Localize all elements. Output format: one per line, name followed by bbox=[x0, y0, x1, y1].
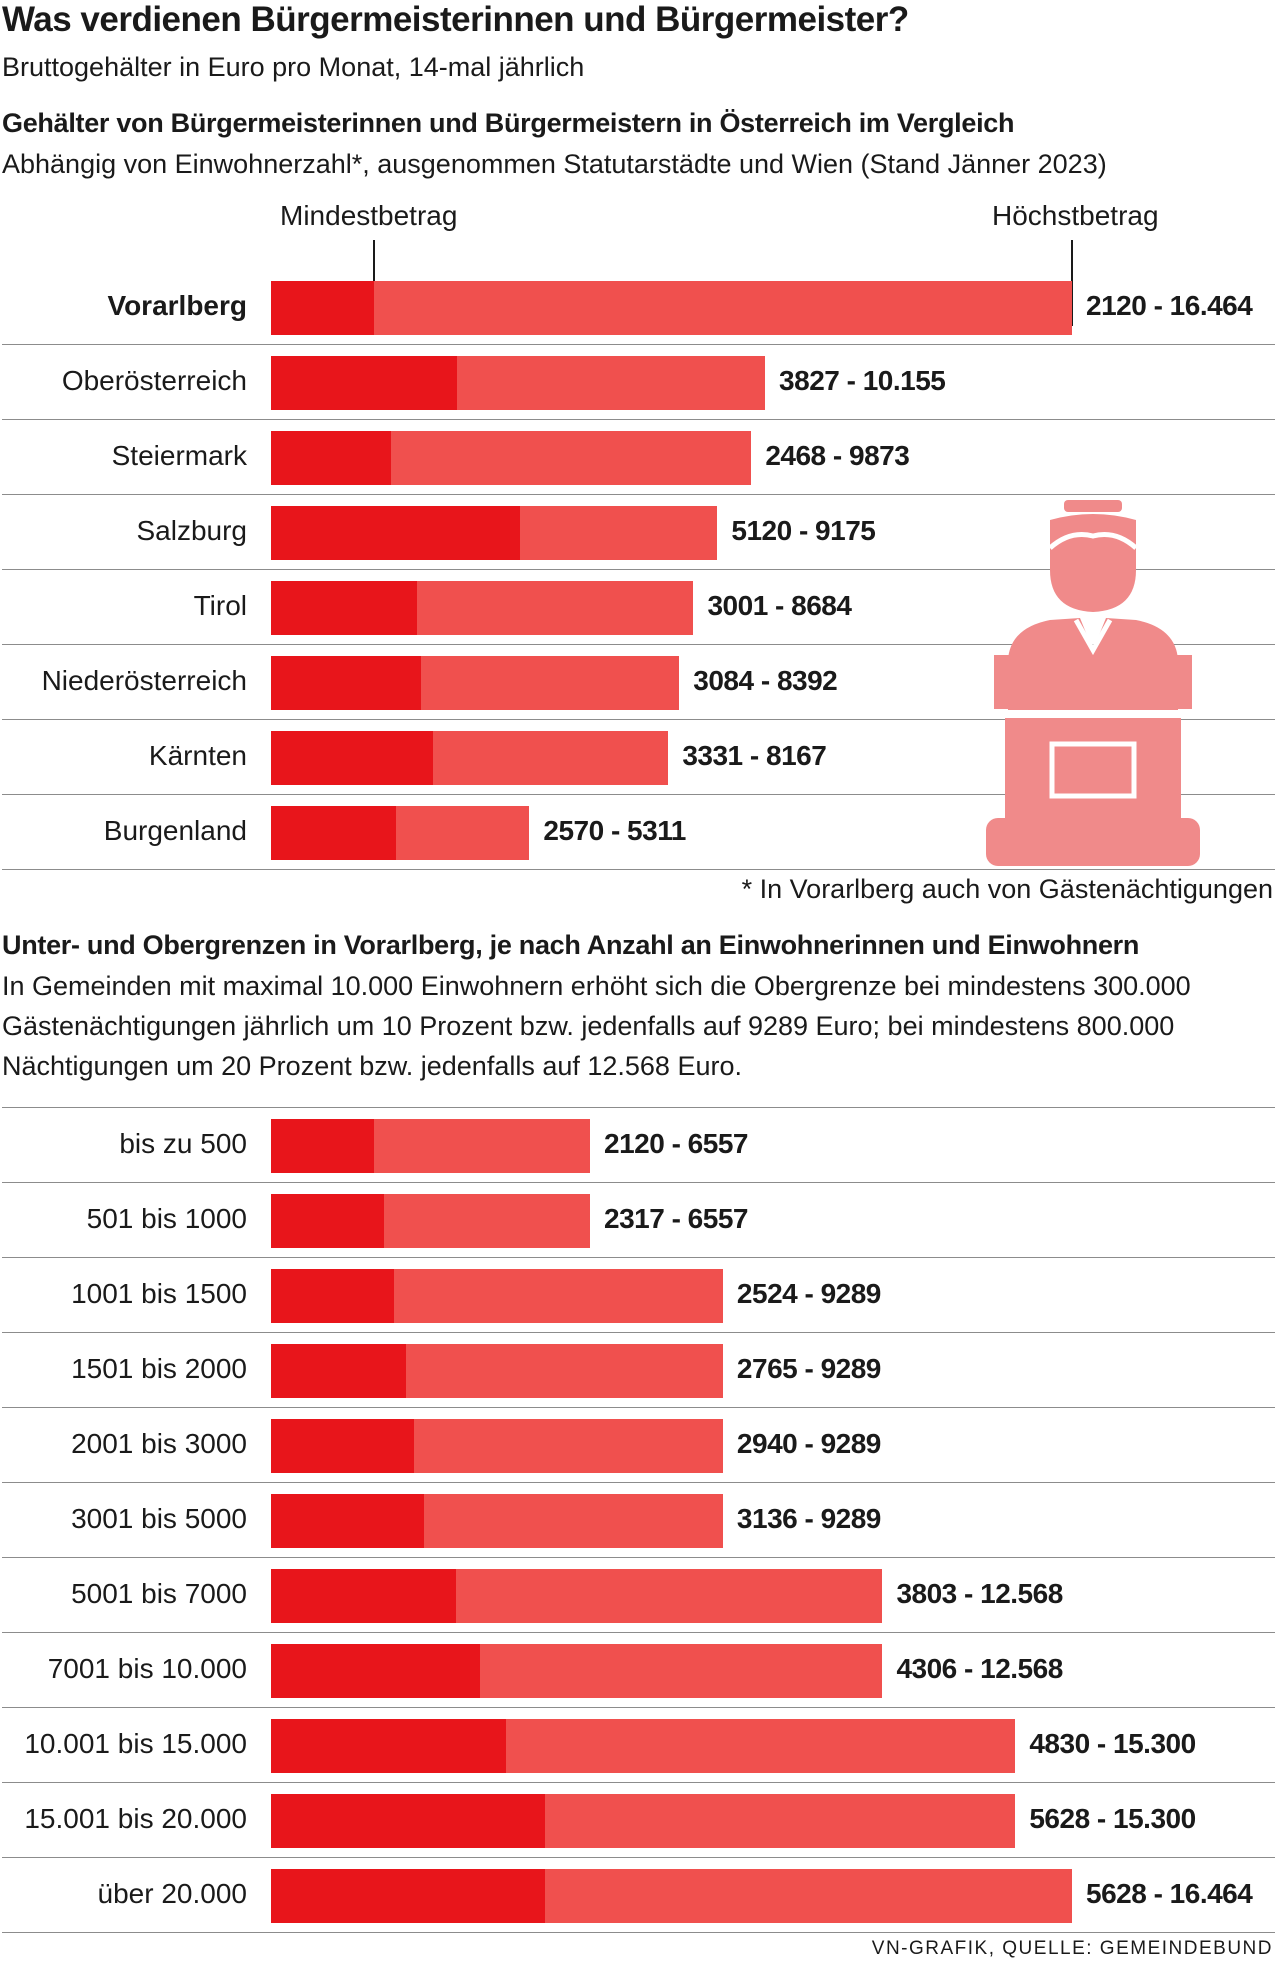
row-separator bbox=[2, 1557, 1275, 1558]
bar-mindestbetrag bbox=[271, 430, 392, 485]
row-separator bbox=[2, 1482, 1275, 1483]
row-separator bbox=[2, 1257, 1275, 1258]
value-label: 4306 - 12.568 bbox=[896, 1652, 1063, 1684]
row-separator bbox=[2, 419, 1275, 420]
row-separator bbox=[2, 494, 1275, 495]
value-label: 3331 - 8167 bbox=[682, 739, 827, 771]
value-label: 5628 - 16.464 bbox=[1086, 1877, 1253, 1909]
legend-hoechstbetrag: Höchstbetrag bbox=[992, 200, 1159, 231]
category-label: Kärnten bbox=[148, 739, 247, 771]
source-credit: VN-GRAFIK, QUELLE: GEMEINDEBUND bbox=[871, 1938, 1273, 1959]
row-separator bbox=[2, 644, 1275, 645]
category-label: 15.001 bis 20.000 bbox=[24, 1802, 247, 1834]
value-label: 3827 - 10.155 bbox=[779, 364, 946, 396]
bar-mindestbetrag bbox=[271, 580, 417, 635]
value-label: 2317 - 6557 bbox=[604, 1202, 748, 1234]
category-label: 5001 bis 7000 bbox=[71, 1577, 247, 1609]
chart2-title: Unter- und Obergrenzen in Vorarlberg, je… bbox=[2, 930, 1140, 960]
row-separator bbox=[2, 1632, 1275, 1633]
row-separator bbox=[2, 344, 1275, 345]
category-label: Oberösterreich bbox=[61, 364, 247, 396]
bar-mindestbetrag bbox=[271, 280, 375, 335]
category-label: 2001 bis 3000 bbox=[71, 1427, 247, 1459]
bar-mindestbetrag bbox=[271, 1568, 457, 1623]
value-label: 2765 - 9289 bbox=[736, 1352, 881, 1384]
category-label: 1501 bis 2000 bbox=[71, 1352, 247, 1384]
value-label: 2524 - 9289 bbox=[736, 1277, 881, 1309]
value-label: 5120 - 9175 bbox=[731, 514, 876, 546]
main-title: Was verdienen Bürgermeisterinnen und Bür… bbox=[2, 0, 909, 39]
chart1-title: Gehälter von Bürgermeisterinnen und Bürg… bbox=[2, 108, 1015, 138]
category-label: 7001 bis 10.000 bbox=[47, 1652, 247, 1684]
bar-mindestbetrag bbox=[271, 655, 422, 710]
bar-mindestbetrag bbox=[271, 505, 521, 560]
value-label: 3084 - 8392 bbox=[693, 664, 838, 696]
bar-mindestbetrag bbox=[271, 1118, 375, 1173]
value-label: 3136 - 9289 bbox=[736, 1502, 881, 1534]
bar-hoechstbetrag bbox=[271, 280, 1072, 335]
row-separator bbox=[2, 1932, 1275, 1933]
bar-mindestbetrag bbox=[271, 1868, 545, 1923]
bar-mindestbetrag bbox=[271, 1793, 545, 1848]
row-separator bbox=[2, 1407, 1275, 1408]
row-separator bbox=[2, 1332, 1275, 1333]
row-separator bbox=[2, 1707, 1275, 1708]
category-label: 1001 bis 1500 bbox=[71, 1277, 247, 1309]
category-label: Tirol bbox=[193, 589, 247, 621]
row-separator bbox=[2, 1107, 1275, 1108]
category-label: Burgenland bbox=[103, 814, 247, 846]
bar-mindestbetrag bbox=[271, 355, 458, 410]
bar-mindestbetrag bbox=[271, 1193, 384, 1248]
legend-mindestbetrag: Mindestbetrag bbox=[280, 200, 458, 231]
value-label: 2570 - 5311 bbox=[543, 814, 686, 846]
category-label: bis zu 500 bbox=[119, 1127, 247, 1159]
chart1-subtitle: Abhängig von Einwohnerzahl*, ausgenommen… bbox=[2, 149, 1107, 179]
row-separator bbox=[2, 869, 1275, 870]
footnote: * In Vorarlberg auch von Gästenächtigung… bbox=[741, 874, 1273, 904]
bar-mindestbetrag bbox=[271, 1343, 406, 1398]
value-label: 2940 - 9289 bbox=[736, 1427, 881, 1459]
value-label: 2468 - 9873 bbox=[765, 439, 910, 471]
chart2-subtitle: In Gemeinden mit maximal 10.000 Einwohne… bbox=[2, 971, 1191, 1081]
category-label: Steiermark bbox=[111, 439, 247, 471]
row-separator bbox=[2, 1782, 1275, 1783]
legend-tick-max bbox=[1071, 240, 1073, 326]
value-label: 2120 - 16.464 bbox=[1086, 289, 1253, 321]
bar-mindestbetrag bbox=[271, 805, 397, 860]
category-label: 501 bis 1000 bbox=[86, 1202, 247, 1234]
row-separator bbox=[2, 1182, 1275, 1183]
category-label: Vorarlberg bbox=[107, 289, 247, 321]
category-label: 3001 bis 5000 bbox=[71, 1502, 247, 1534]
value-label: 2120 - 6557 bbox=[604, 1127, 748, 1159]
category-label: Niederösterreich bbox=[41, 664, 247, 696]
bar-mindestbetrag bbox=[271, 730, 434, 785]
category-label: Salzburg bbox=[136, 514, 247, 546]
value-label: 3803 - 12.568 bbox=[896, 1577, 1063, 1609]
value-label: 5628 - 15.300 bbox=[1029, 1802, 1196, 1834]
podium-speaker-icon bbox=[986, 500, 1200, 866]
category-label: über 20.000 bbox=[97, 1877, 247, 1909]
row-separator bbox=[2, 719, 1275, 720]
bar-mindestbetrag bbox=[271, 1418, 415, 1473]
row-separator bbox=[2, 1857, 1275, 1858]
main-subtitle: Bruttogehälter in Euro pro Monat, 14-mal… bbox=[2, 52, 585, 82]
value-label: 3001 - 8684 bbox=[707, 589, 852, 621]
bar-mindestbetrag bbox=[271, 1268, 394, 1323]
category-label: 10.001 bis 15.000 bbox=[24, 1727, 247, 1759]
row-separator bbox=[2, 794, 1275, 795]
value-label: 4830 - 15.300 bbox=[1029, 1727, 1196, 1759]
bar-mindestbetrag bbox=[271, 1718, 506, 1773]
bar-mindestbetrag bbox=[271, 1493, 424, 1548]
bar-mindestbetrag bbox=[271, 1643, 481, 1698]
row-separator bbox=[2, 569, 1275, 570]
